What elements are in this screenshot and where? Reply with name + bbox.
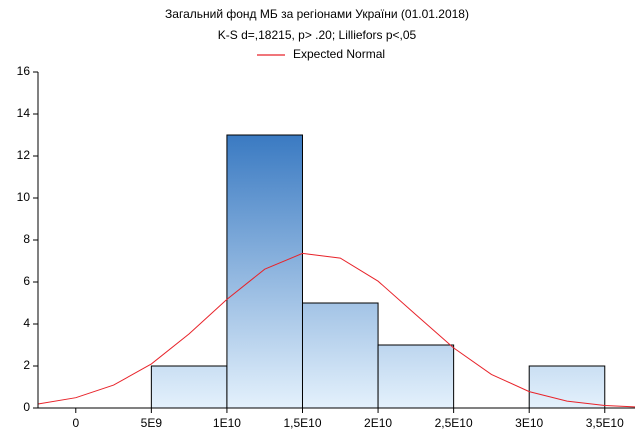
- chart-title: Загальний фонд МБ за регіонами України (…: [165, 7, 469, 21]
- x-tick-label: 1E10: [213, 416, 241, 430]
- bar: [226, 134, 303, 409]
- legend-label: Expected Normal: [293, 47, 385, 61]
- y-tick-label: 8: [23, 232, 30, 246]
- y-tick-label: 0: [23, 400, 30, 414]
- bar: [377, 344, 455, 409]
- y-tick-label: 2: [23, 358, 30, 372]
- x-tick-label: 3,5E10: [586, 416, 624, 430]
- x-tick-label: 3E10: [515, 416, 543, 430]
- y-tick-label: 12: [17, 148, 31, 162]
- chart-subtitle: K-S d=,18215, p> .20; Lilliefors p<,05: [218, 28, 417, 42]
- bar: [528, 365, 606, 409]
- y-tick-label: 16: [17, 64, 31, 78]
- x-tick-label: 2,5E10: [435, 416, 473, 430]
- bar: [301, 302, 379, 409]
- x-tick-label: 0: [72, 416, 79, 430]
- y-tick-label: 10: [17, 190, 31, 204]
- y-tick-label: 6: [23, 274, 30, 288]
- bar: [150, 365, 228, 409]
- x-tick-label: 5E9: [141, 416, 163, 430]
- x-tick-label: 1,5E10: [283, 416, 321, 430]
- y-tick-label: 4: [23, 316, 30, 330]
- x-tick-label: 2E10: [364, 416, 392, 430]
- normal-curve: [37, 252, 635, 408]
- y-tick-label: 14: [17, 106, 31, 120]
